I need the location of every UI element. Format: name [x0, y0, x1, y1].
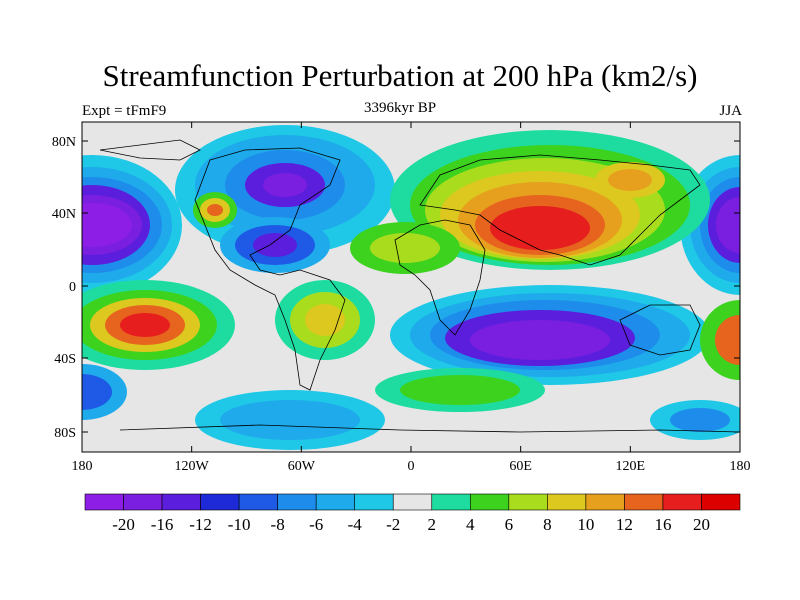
colorbar-swatch — [662, 493, 702, 511]
colorbar-swatch — [161, 493, 201, 511]
lon-label: 0 — [408, 459, 415, 474]
coastlines — [99, 139, 740, 433]
lon-label: 60E — [509, 459, 532, 474]
time-label: 3396kyr BP — [363, 100, 437, 116]
lon-label: 60W — [288, 459, 316, 474]
colorbar-swatch — [392, 493, 433, 511]
colorbar-label: -12 — [189, 515, 212, 534]
lon-label: 120W — [175, 459, 210, 474]
lat-label: 0 — [69, 280, 76, 295]
latitude-axis: 80N 40N 0 40S 80S — [52, 135, 740, 441]
lon-label: 120E — [616, 459, 646, 474]
colorbar-label: 20 — [693, 515, 710, 534]
lat-label: 80N — [52, 135, 76, 150]
colorbar-label: 8 — [543, 515, 552, 534]
lat-label: 80S — [54, 426, 76, 441]
lat-label: 40N — [52, 207, 76, 222]
colorbar-label: -20 — [112, 515, 135, 534]
colorbar-swatch — [238, 493, 278, 511]
colorbar-swatch — [547, 493, 587, 511]
colorbar-swatch — [123, 493, 163, 511]
colorbar-label: 2 — [428, 515, 437, 534]
colorbar-label: 10 — [577, 515, 594, 534]
season-label: JJA — [719, 103, 742, 119]
colorbar-label: -8 — [271, 515, 285, 534]
colorbar-swatch — [277, 493, 317, 511]
colorbar-label: 6 — [505, 515, 514, 534]
colorbar-swatch — [354, 493, 394, 511]
longitude-axis: 180 120W 60W 0 60E 120E 180 — [72, 122, 751, 474]
colorbar-swatch — [508, 493, 548, 511]
colorbar: -20 -16 -12 -10 -8 -6 -4 -2 2 4 6 8 10 12 16 20 — [84, 493, 741, 534]
colorbar-label: 4 — [466, 515, 475, 534]
colorbar-swatch — [624, 493, 664, 511]
colorbar-swatch — [701, 493, 741, 511]
colorbar-swatch — [585, 493, 625, 511]
colorbar-label: 16 — [654, 515, 671, 534]
lon-label: 180 — [72, 459, 93, 474]
colorbar-label: -6 — [309, 515, 323, 534]
colorbar-label: -4 — [348, 515, 363, 534]
colorbar-swatch — [431, 493, 471, 511]
experiment-label: Expt = tFmF9 — [82, 103, 167, 119]
colorbar-label: 12 — [616, 515, 633, 534]
colorbar-label: -10 — [228, 515, 251, 534]
lon-label: 180 — [730, 459, 751, 474]
contour-field — [82, 122, 740, 452]
colorbar-label: -2 — [386, 515, 400, 534]
lat-label: 40S — [54, 352, 76, 367]
colorbar-swatch — [469, 493, 510, 511]
map-title: Streamfunction Perturbation at 200 hPa (… — [102, 58, 698, 93]
colorbar-swatch — [315, 493, 356, 511]
colorbar-swatch — [200, 493, 240, 511]
colorbar-label: -16 — [151, 515, 174, 534]
colorbar-swatch — [84, 493, 124, 511]
